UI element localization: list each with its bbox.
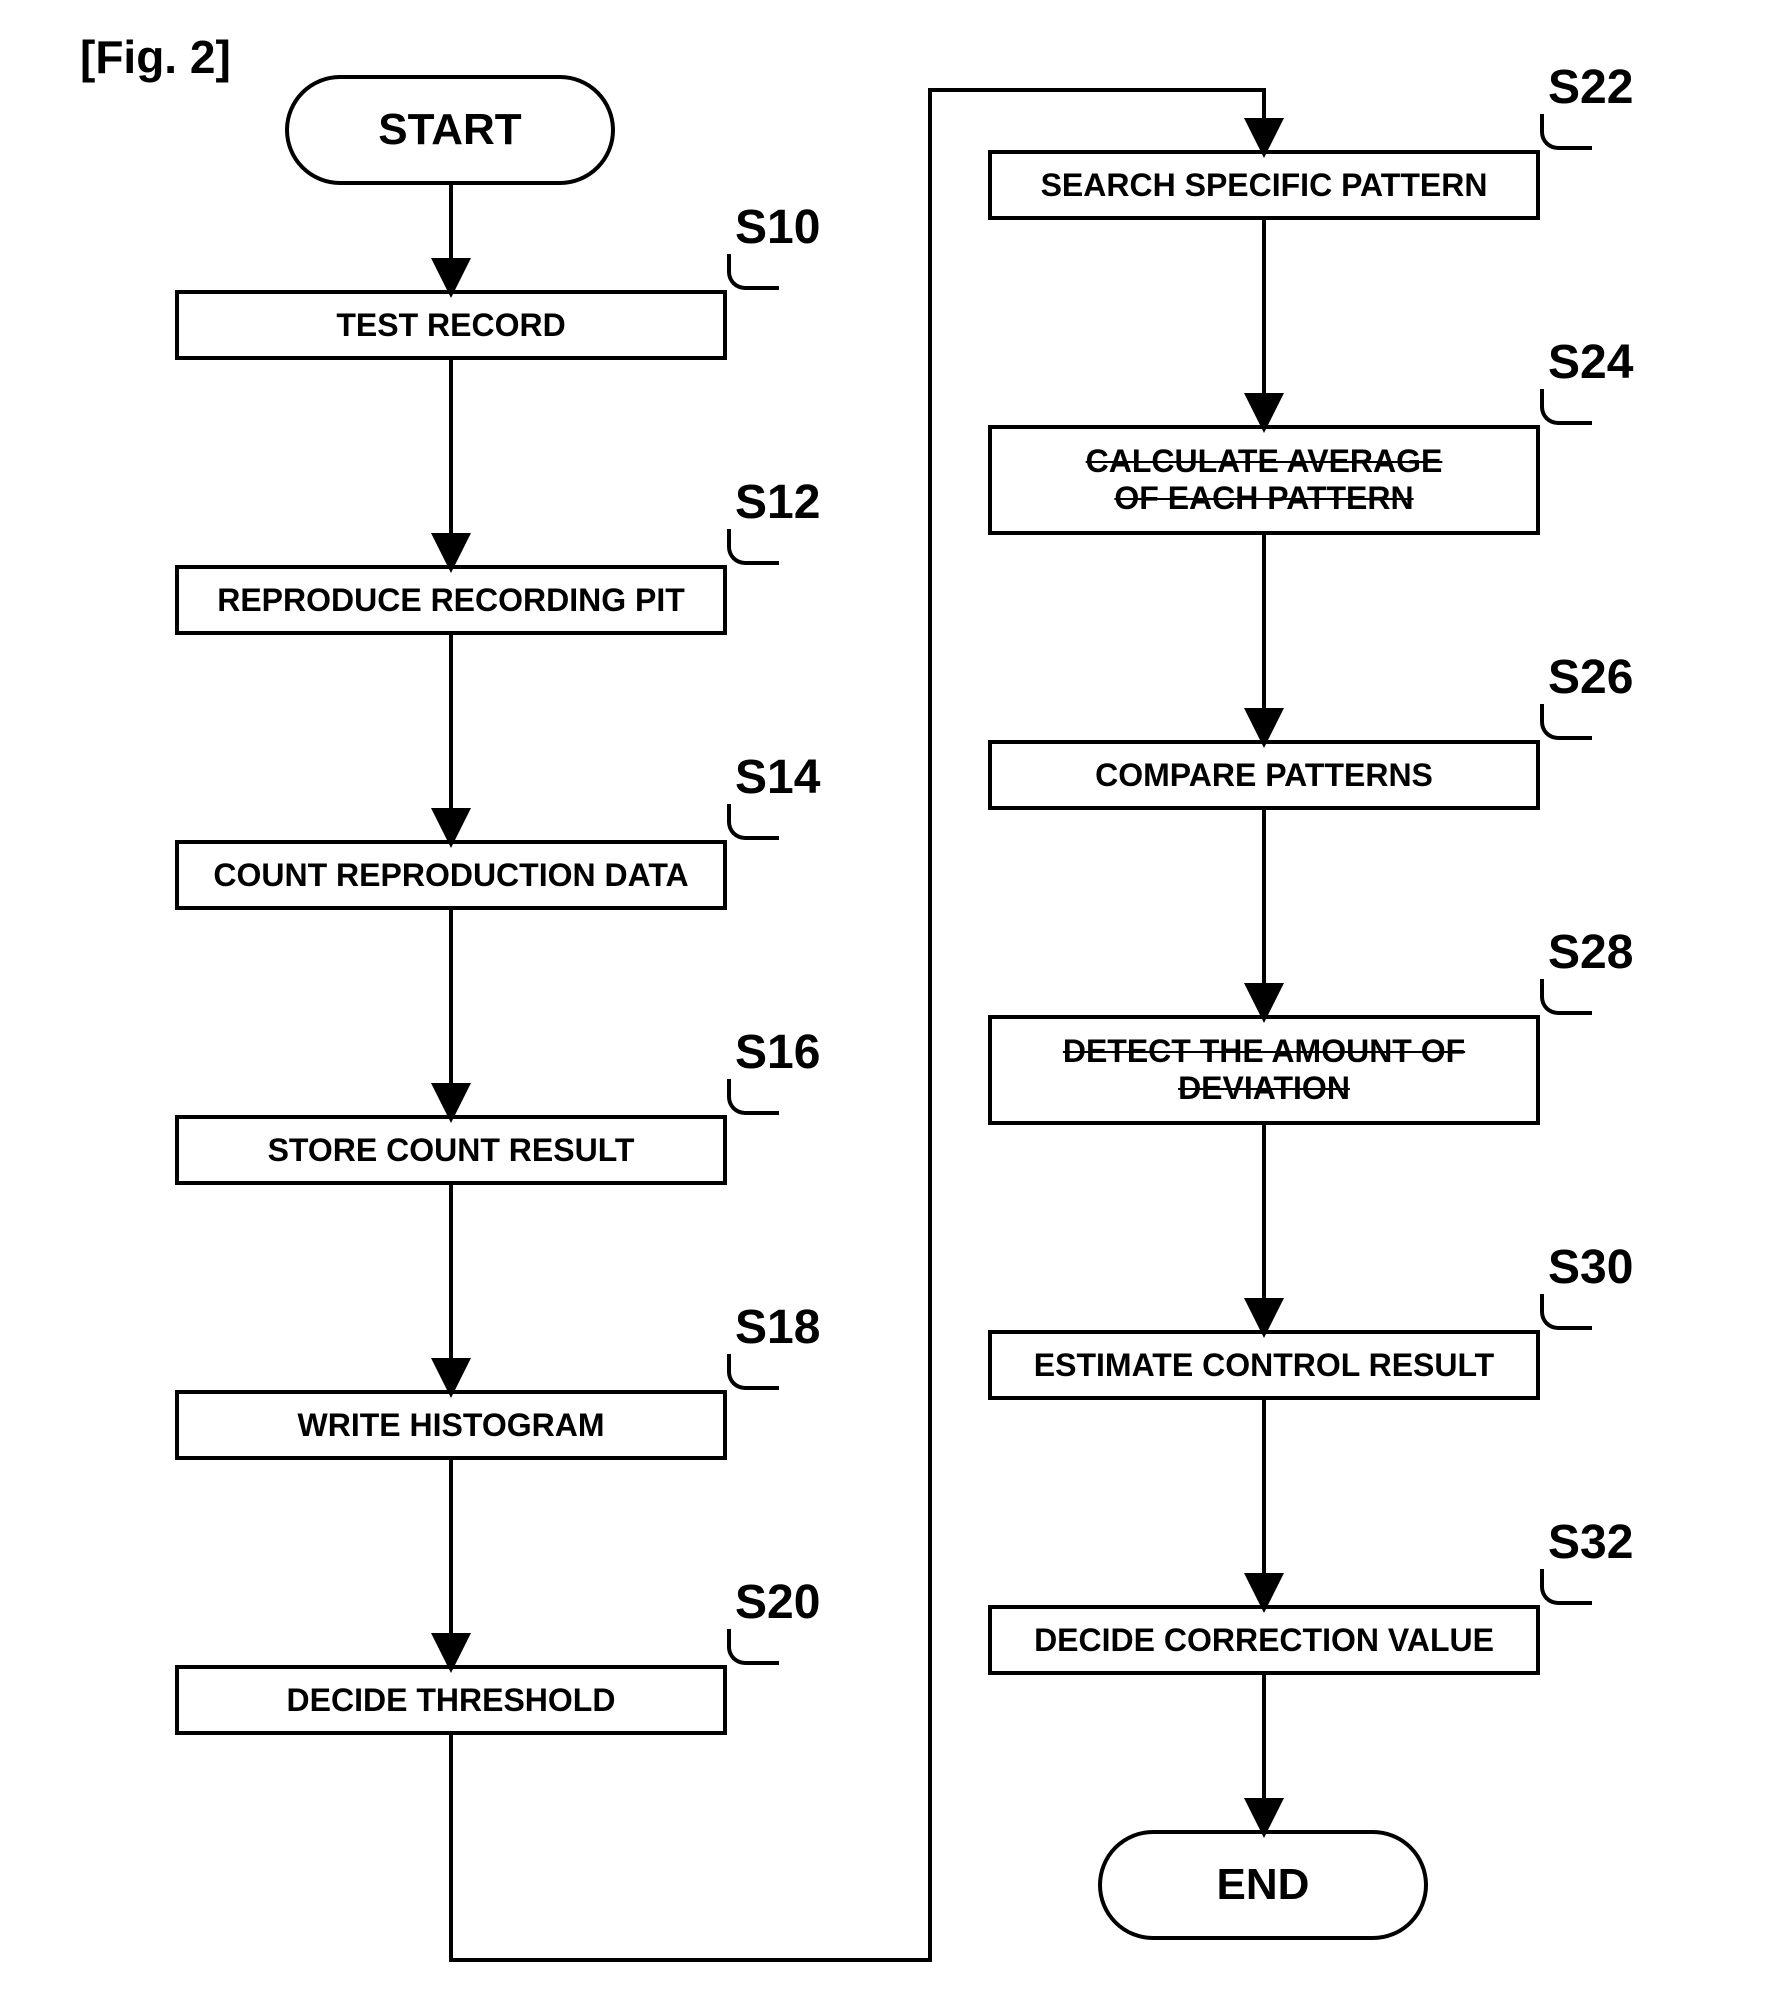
process-text: CALCULATE AVERAGE OF EACH PATTERN [1086,443,1443,517]
callout-s32 [1540,1569,1592,1605]
process-text: DETECT THE AMOUNT OF DEVIATION [1063,1033,1465,1107]
callout-s12 [727,529,779,565]
terminal-start: START [285,75,615,185]
line1: CALCULATE AVERAGE OF EACH PATTERN [1086,443,1443,516]
callout-s28 [1540,979,1592,1015]
step-label-s14: S14 [735,750,820,805]
step-label-s20: S20 [735,1575,820,1630]
process-s16: STORE COUNT RESULT [175,1115,727,1185]
callout-s22 [1540,114,1592,150]
process-text: ESTIMATE CONTROL RESULT [1034,1347,1494,1384]
process-s10: TEST RECORD [175,290,727,360]
process-text: SEARCH SPECIFIC PATTERN [1041,167,1488,204]
process-text: WRITE HISTOGRAM [298,1407,605,1444]
step-label-s30: S30 [1548,1240,1633,1295]
process-s24: CALCULATE AVERAGE OF EACH PATTERN [988,425,1540,535]
process-text: COUNT REPRODUCTION DATA [213,857,688,894]
process-s28: DETECT THE AMOUNT OF DEVIATION [988,1015,1540,1125]
line1: DETECT THE AMOUNT OF DEVIATION [1063,1033,1465,1106]
process-s18: WRITE HISTOGRAM [175,1390,727,1460]
callout-s18 [727,1354,779,1390]
process-s26: COMPARE PATTERNS [988,740,1540,810]
step-label-s12: S12 [735,475,820,530]
callout-s24 [1540,389,1592,425]
process-text: DECIDE CORRECTION VALUE [1034,1622,1494,1659]
process-text: COMPARE PATTERNS [1095,757,1433,794]
step-label-s26: S26 [1548,650,1633,705]
step-label-s32: S32 [1548,1515,1633,1570]
process-text: REPRODUCE RECORDING PIT [217,582,685,619]
callout-s26 [1540,704,1592,740]
process-s32: DECIDE CORRECTION VALUE [988,1605,1540,1675]
step-label-s28: S28 [1548,925,1633,980]
callout-s20 [727,1629,779,1665]
process-s12: REPRODUCE RECORDING PIT [175,565,727,635]
callout-s10 [727,254,779,290]
process-text: DECIDE THRESHOLD [287,1682,616,1719]
step-label-s10: S10 [735,200,820,255]
process-text: TEST RECORD [336,307,565,344]
step-label-s16: S16 [735,1025,820,1080]
figure-label: [Fig. 2] [80,30,231,84]
callout-s30 [1540,1294,1592,1330]
step-label-s22: S22 [1548,60,1633,115]
process-s22: SEARCH SPECIFIC PATTERN [988,150,1540,220]
callout-s14 [727,804,779,840]
terminal-end: END [1098,1830,1428,1940]
step-label-s24: S24 [1548,335,1633,390]
process-s14: COUNT REPRODUCTION DATA [175,840,727,910]
process-text: STORE COUNT RESULT [268,1132,635,1169]
step-label-s18: S18 [735,1300,820,1355]
process-s30: ESTIMATE CONTROL RESULT [988,1330,1540,1400]
process-s20: DECIDE THRESHOLD [175,1665,727,1735]
callout-s16 [727,1079,779,1115]
